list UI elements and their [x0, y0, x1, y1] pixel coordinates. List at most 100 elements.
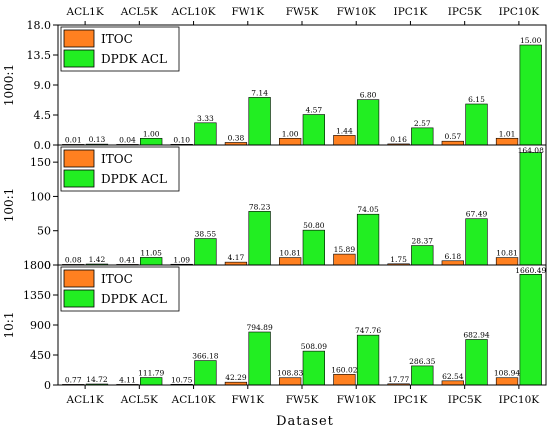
panel-2-legend-swatch-dpdk — [64, 170, 94, 187]
panel-3-value-label-dpdk-fw5k: 508.09 — [301, 342, 327, 351]
x-axis-title: Dataset — [276, 414, 334, 429]
panel-1-value-label-dpdk-ipc10k: 15.00 — [520, 36, 542, 45]
panel-2-bar-itoc-fw10k — [334, 254, 356, 265]
panel-2-y-tick-label: 150 — [30, 156, 51, 169]
top-x-tick-label: FW1K — [231, 6, 264, 18]
panel-3-bar-dpdk-acl5k — [140, 378, 162, 385]
panel-2-legend-swatch-itoc — [64, 150, 94, 167]
plot-layer: 0.0 4.5 9.0 13.5 18.0 1000:1 0.01 0.04 0.10 0.38 1… — [2, 6, 546, 406]
panel-2-bar-itoc-ipc5k — [442, 261, 464, 265]
panel-3-legend-label-itoc: ITOC — [101, 272, 133, 286]
panel-3-bar-dpdk-fw5k — [303, 351, 325, 385]
panel-2-value-label-itoc-ipc10k: 10.81 — [496, 249, 517, 258]
panel-3-value-label-itoc-acl1k: 0.77 — [65, 375, 82, 384]
panel-1-bar-itoc-ipc10k — [496, 138, 518, 145]
panel-1-bar-itoc-fw5k — [279, 138, 301, 145]
panel-1-value-label-dpdk-acl1k: 0.13 — [89, 135, 106, 144]
panel-2-y-tick-label: 100 — [30, 190, 51, 203]
panel-1-bar-dpdk-fw10k — [357, 100, 379, 145]
panel-3-y-tick-label: 900 — [30, 319, 51, 332]
panel-1-value-label-itoc-acl10k: 0.10 — [173, 135, 190, 144]
panel-1-bar-dpdk-acl10k — [195, 123, 217, 145]
top-x-tick-label: IPC5K — [448, 6, 482, 18]
panel-3-value-label-dpdk-fw10k: 747.76 — [355, 326, 381, 335]
panel-1-value-label-itoc-ipc10k: 1.01 — [499, 129, 516, 138]
bottom-x-tick-label: FW5K — [286, 394, 319, 406]
panel-3-value-label-dpdk-acl1k: 14.72 — [86, 375, 108, 384]
panel-3-bar-dpdk-acl10k — [195, 361, 217, 385]
panel-3-legend-label-dpdk: DPDK ACL — [101, 292, 167, 306]
panel-1-y-tick-label: 13.5 — [27, 49, 52, 62]
panel-1-bar-dpdk-ipc5k — [466, 104, 488, 145]
panel-3-bar-itoc-ipc10k — [496, 378, 518, 385]
panel-2-bar-dpdk-fw1k — [249, 211, 271, 265]
panel-2-bar-dpdk-fw5k — [303, 230, 325, 265]
panel-2-value-label-dpdk-fw5k: 50.80 — [303, 221, 325, 230]
panel-1-value-label-itoc-fw1k: 0.38 — [228, 133, 245, 142]
panel-1-legend-label-dpdk: DPDK ACL — [101, 52, 167, 66]
bottom-x-tick-label: FW10K — [337, 394, 376, 406]
panel-2-legend-label-itoc: ITOC — [101, 152, 133, 166]
top-x-tick-label: ACL1K — [66, 6, 104, 18]
panel-2-y-axis-label: 100:1 — [2, 188, 16, 223]
panel-3-value-label-itoc-ipc1k: 17.77 — [388, 375, 410, 384]
panel-2-value-label-dpdk-ipc10k: 164.08 — [518, 146, 544, 155]
panel-2-bar-dpdk-ipc10k — [520, 152, 542, 265]
panel-1-bar-dpdk-ipc1k — [411, 128, 433, 145]
panel-2-bar-itoc-ipc10k — [496, 258, 518, 265]
panel-3-bar-itoc-ipc5k — [442, 381, 464, 385]
top-x-tick-label: FW10K — [337, 6, 376, 18]
top-x-tick-label: FW5K — [286, 6, 319, 18]
panel-3-y-axis-label: 10:1 — [2, 312, 16, 339]
panel-3-value-label-dpdk-ipc10k: 1660.49 — [515, 266, 546, 275]
bottom-x-tick-label: FW1K — [231, 394, 264, 406]
panel-3-value-label-itoc-ipc5k: 62.54 — [442, 372, 464, 381]
panel-2-bar-dpdk-acl10k — [195, 239, 217, 265]
panel-1-value-label-dpdk-fw1k: 7.14 — [251, 88, 268, 97]
top-x-tick-label: ACL10K — [171, 6, 216, 18]
panel-3-bar-dpdk-fw10k — [357, 335, 379, 385]
panel-2-bar-dpdk-ipc5k — [466, 219, 488, 265]
panel-2-value-label-itoc-fw1k: 4.17 — [228, 253, 245, 262]
panel-1-legend-swatch-dpdk — [64, 50, 94, 67]
panel-1-y-axis-label: 1000:1 — [2, 64, 16, 106]
panel-2-value-label-itoc-acl10k: 1.09 — [173, 255, 190, 264]
bottom-x-tick-label: IPC10K — [499, 394, 540, 406]
bottom-x-tick-label: ACL1K — [66, 394, 104, 406]
panel-3-legend-swatch-itoc — [64, 270, 94, 287]
panel-1-value-label-dpdk-fw5k: 4.57 — [305, 106, 322, 115]
panel-3-y-tick-label: 0 — [44, 379, 51, 392]
panel-3-value-label-itoc-fw1k: 42.29 — [225, 373, 247, 382]
panel-3-value-label-itoc-ipc10k: 108.94 — [494, 369, 520, 378]
panel-2-y-tick-label: 50 — [37, 225, 51, 238]
panel-1-y-tick-label: 18.0 — [27, 19, 52, 32]
panel-3-value-label-itoc-fw5k: 108.83 — [277, 369, 303, 378]
panel-3-bar-dpdk-fw1k — [249, 332, 271, 385]
panel-1-value-label-itoc-acl1k: 0.01 — [65, 135, 82, 144]
panel-3-bar-dpdk-ipc10k — [520, 274, 542, 385]
panel-1-bar-dpdk-fw5k — [303, 115, 325, 145]
panel-3-y-tick-label: 1800 — [23, 259, 51, 272]
panel-3-bar-itoc-fw5k — [279, 378, 301, 385]
panel-1-value-label-itoc-acl5k: 0.04 — [119, 135, 136, 144]
panel-1-value-label-dpdk-ipc5k: 6.15 — [468, 95, 485, 104]
panel-1-y-tick-label: 0.0 — [34, 139, 52, 152]
top-x-tick-label: IPC1K — [394, 6, 428, 18]
panel-1-value-label-itoc-ipc1k: 0.16 — [390, 135, 407, 144]
panel-1-value-label-dpdk-acl10k: 3.33 — [197, 114, 214, 123]
panel-3-value-label-itoc-acl5k: 4.11 — [119, 375, 136, 384]
panel-2-value-label-itoc-fw10k: 15.89 — [334, 245, 356, 254]
panel-2-value-label-itoc-ipc1k: 1.75 — [390, 255, 407, 264]
panel-3-bar-dpdk-ipc5k — [466, 339, 488, 385]
panel-3-legend-swatch-dpdk — [64, 290, 94, 307]
panel-3-y-tick-label: 450 — [30, 349, 51, 362]
bottom-x-tick-label: ACL10K — [171, 394, 216, 406]
bottom-x-tick-label: ACL5K — [120, 394, 158, 406]
panel-3-value-label-itoc-fw10k: 160.02 — [331, 365, 357, 374]
panel-1-bar-dpdk-fw1k — [249, 97, 271, 145]
panel-2-value-label-dpdk-ipc5k: 67.49 — [466, 210, 488, 219]
panel-2-value-label-itoc-acl5k: 0.41 — [119, 255, 136, 264]
panel-3-value-label-dpdk-acl10k: 366.18 — [192, 352, 218, 361]
panel-3-value-label-itoc-acl10k: 10.75 — [171, 375, 193, 384]
